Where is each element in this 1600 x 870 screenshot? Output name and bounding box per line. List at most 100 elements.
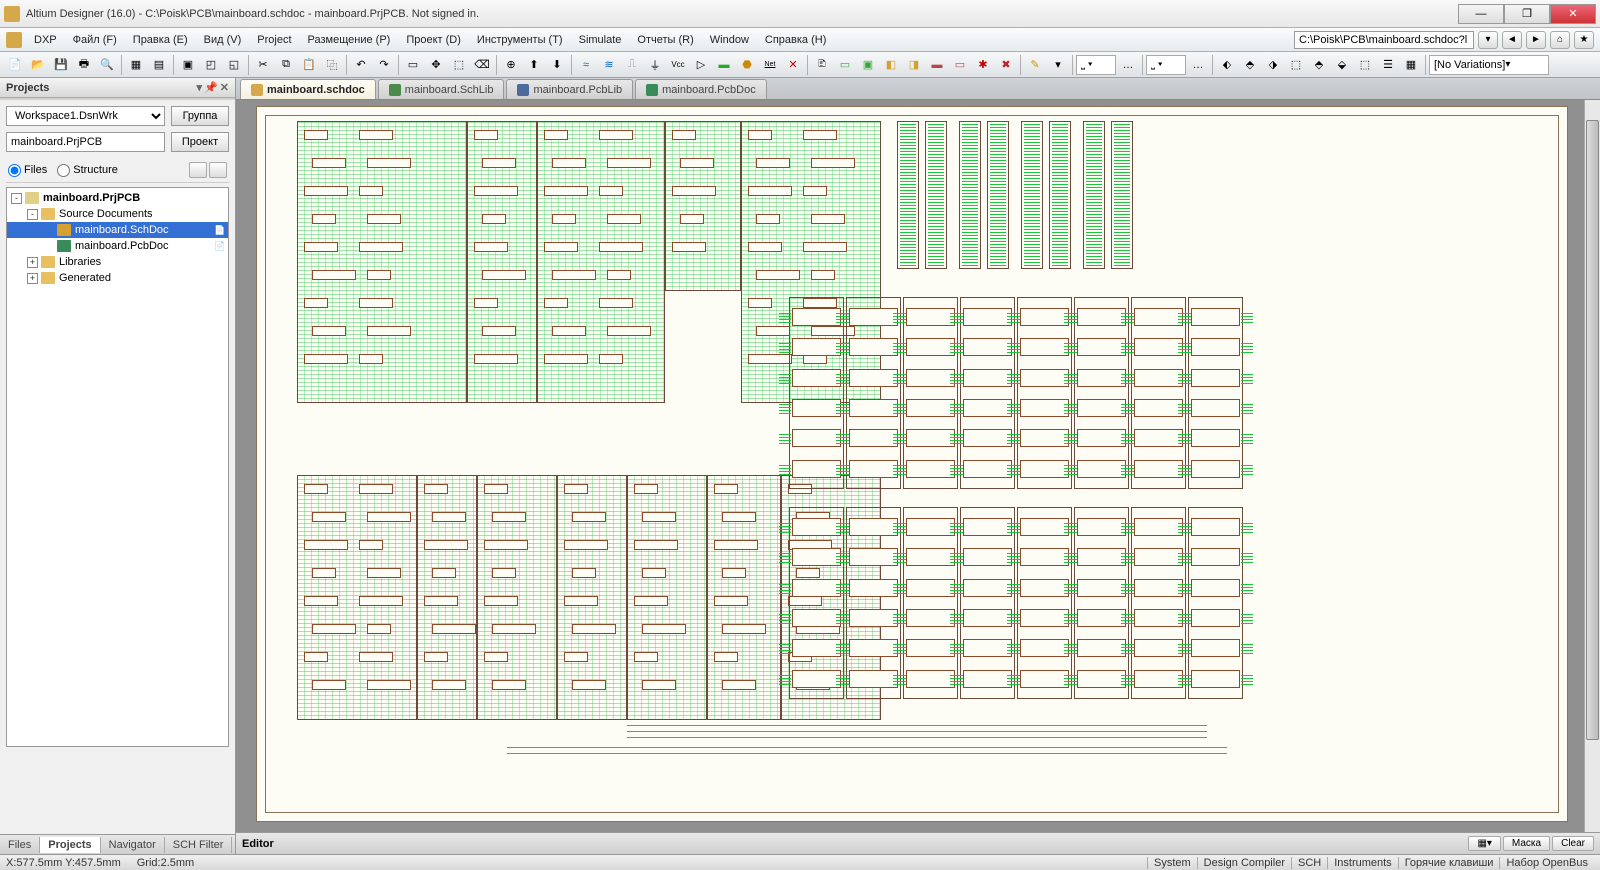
select-icon[interactable]: ▭ (402, 54, 424, 76)
hierarchy-down-icon[interactable]: ⬇ (546, 54, 568, 76)
compile-mask-icon[interactable]: ▭ (949, 54, 971, 76)
place-wire-icon[interactable]: ≈ (575, 54, 597, 76)
tree-node-3[interactable]: mainboard.PcbDoc📄 (7, 238, 228, 254)
align-right-icon[interactable]: ⬗ (1262, 54, 1284, 76)
status-tab-4[interactable]: Горячие клавиши (1398, 857, 1500, 869)
workspace-dropdown[interactable]: Workspace1.DsnWrk (6, 106, 165, 126)
status-tab-5[interactable]: Набор OpenBus (1499, 857, 1594, 869)
nav-favorite-button[interactable]: ★ (1574, 31, 1594, 49)
place-noerror-icon[interactable]: ✕ (782, 54, 804, 76)
pencil-dropdown-icon[interactable]: ▾ (1047, 54, 1069, 76)
schematic-canvas[interactable] (236, 100, 1600, 832)
duplicate-icon[interactable]: ⿻ (321, 54, 343, 76)
cut-icon[interactable]: ✂ (252, 54, 274, 76)
minimize-button[interactable]: — (1458, 4, 1504, 24)
menu-item-2[interactable]: Вид (V) (196, 31, 250, 49)
filter-dropdown[interactable]: ⎵ ▾ (1076, 55, 1116, 75)
files-radio[interactable]: Files (8, 164, 47, 177)
open-file-icon[interactable]: 📂 (27, 54, 49, 76)
nav-home-button[interactable]: ⌂ (1550, 31, 1570, 49)
close-button[interactable]: ✕ (1550, 4, 1596, 24)
panel-close-icon[interactable]: ✕ (220, 81, 229, 94)
structure-radio[interactable]: Structure (57, 164, 118, 177)
tree-node-5[interactable]: +Generated (7, 270, 228, 286)
editor-options-icon[interactable]: ▦▾ (1468, 836, 1500, 851)
menu-item-10[interactable]: Справка (H) (757, 31, 834, 49)
nav-dropdown-icon[interactable]: ▾ (1478, 31, 1498, 49)
tree-settings-icon[interactable] (209, 162, 227, 178)
doc-tab-2[interactable]: mainboard.PcbLib (506, 79, 633, 99)
harness-entry-icon[interactable]: ◨ (903, 54, 925, 76)
undo-icon[interactable]: ↶ (350, 54, 372, 76)
project-tree[interactable]: -mainboard.PrjPCB-Source Documentsmainbo… (6, 187, 229, 747)
nav-back-button[interactable]: ◄ (1502, 31, 1522, 49)
pencil-icon[interactable]: ✎ (1024, 54, 1046, 76)
distribute-h-icon[interactable]: ⬚ (1285, 54, 1307, 76)
place-gnd-icon[interactable]: ⏚ (644, 54, 666, 76)
variations-dropdown[interactable]: [No Variations] ▾ (1429, 55, 1549, 75)
sidebar-tab-sch-filter[interactable]: SCH Filter (165, 837, 233, 853)
align-bottom-icon[interactable]: ⬚ (1354, 54, 1376, 76)
menu-item-7[interactable]: Simulate (571, 31, 630, 49)
status-tab-1[interactable]: Design Compiler (1197, 857, 1291, 869)
project-name-input[interactable] (6, 132, 165, 152)
align-center-icon[interactable]: ⬘ (1239, 54, 1261, 76)
place-part-icon[interactable]: ▷ (690, 54, 712, 76)
new-file-icon[interactable]: 📄 (4, 54, 26, 76)
tree-node-0[interactable]: -mainboard.PrjPCB (7, 190, 228, 206)
menu-item-5[interactable]: Проект (D) (398, 31, 469, 49)
device-sheet-icon[interactable]: ▣ (857, 54, 879, 76)
no-erc-icon[interactable]: ✱ (972, 54, 994, 76)
menu-item-9[interactable]: Window (702, 31, 757, 49)
place-sheet-icon[interactable]: ▬ (713, 54, 735, 76)
place-power-icon[interactable]: Vcc (667, 54, 689, 76)
status-tab-0[interactable]: System (1147, 857, 1197, 869)
panels-icon[interactable]: ▤ (148, 54, 170, 76)
status-tab-2[interactable]: SCH (1291, 857, 1327, 869)
clear-icon[interactable]: ⌫ (471, 54, 493, 76)
address-input[interactable] (1294, 31, 1474, 49)
workspace-icon[interactable]: ▦ (125, 54, 147, 76)
doc-tab-3[interactable]: mainboard.PcbDoc (635, 79, 767, 99)
align-grid-icon[interactable]: ▦ (1400, 54, 1422, 76)
panel-pin-icon[interactable]: 📌 (204, 81, 218, 94)
sheet-symbol-icon[interactable]: ▭ (834, 54, 856, 76)
menu-item-0[interactable]: Файл (F) (65, 31, 125, 49)
annotate-icon[interactable]: 🗈 (811, 54, 833, 76)
copy-icon[interactable]: ⧉ (275, 54, 297, 76)
tree-node-2[interactable]: mainboard.SchDoc📄 (7, 222, 228, 238)
blanket-icon[interactable]: ▬ (926, 54, 948, 76)
menu-item-1[interactable]: Правка (E) (125, 31, 196, 49)
harness-conn-icon[interactable]: ◧ (880, 54, 902, 76)
align-left-icon[interactable]: ⬖ (1216, 54, 1238, 76)
distribute-v-icon[interactable]: ☰ (1377, 54, 1399, 76)
mask-button[interactable]: Маска (1503, 836, 1550, 851)
align-top-icon[interactable]: ⬘ (1308, 54, 1330, 76)
highlight-dropdown[interactable]: ⎵ ▾ (1146, 55, 1186, 75)
menu-item-6[interactable]: Инструменты (T) (469, 31, 571, 49)
print-icon[interactable]: 🖶 (73, 54, 95, 76)
save-icon[interactable]: 💾 (50, 54, 72, 76)
paste-icon[interactable]: 📋 (298, 54, 320, 76)
tree-node-1[interactable]: -Source Documents (7, 206, 228, 222)
deselect-icon[interactable]: ⬚ (448, 54, 470, 76)
doc-tab-0[interactable]: mainboard.schdoc (240, 79, 376, 99)
project-button[interactable]: Проект (171, 132, 229, 152)
place-netlabel-icon[interactable]: Net (759, 54, 781, 76)
nav-forward-button[interactable]: ► (1526, 31, 1546, 49)
place-port-icon[interactable]: ⬣ (736, 54, 758, 76)
group-button[interactable]: Группа (171, 106, 229, 126)
preview-icon[interactable]: 🔍 (96, 54, 118, 76)
zoom-selected-icon[interactable]: ◱ (223, 54, 245, 76)
align-middle-icon[interactable]: ⬙ (1331, 54, 1353, 76)
sidebar-tab-files[interactable]: Files (0, 837, 40, 853)
menu-item-8[interactable]: Отчеты (R) (629, 31, 701, 49)
menu-item-3[interactable]: Project (249, 31, 299, 49)
generic-noerror-icon[interactable]: ✖ (995, 54, 1017, 76)
tree-refresh-icon[interactable] (189, 162, 207, 178)
zoom-fit-icon[interactable]: ▣ (177, 54, 199, 76)
zoom-area-icon[interactable]: ◰ (200, 54, 222, 76)
maximize-button[interactable]: ❐ (1504, 4, 1550, 24)
more2-icon[interactable]: … (1187, 54, 1209, 76)
cross-probe-icon[interactable]: ⊕ (500, 54, 522, 76)
